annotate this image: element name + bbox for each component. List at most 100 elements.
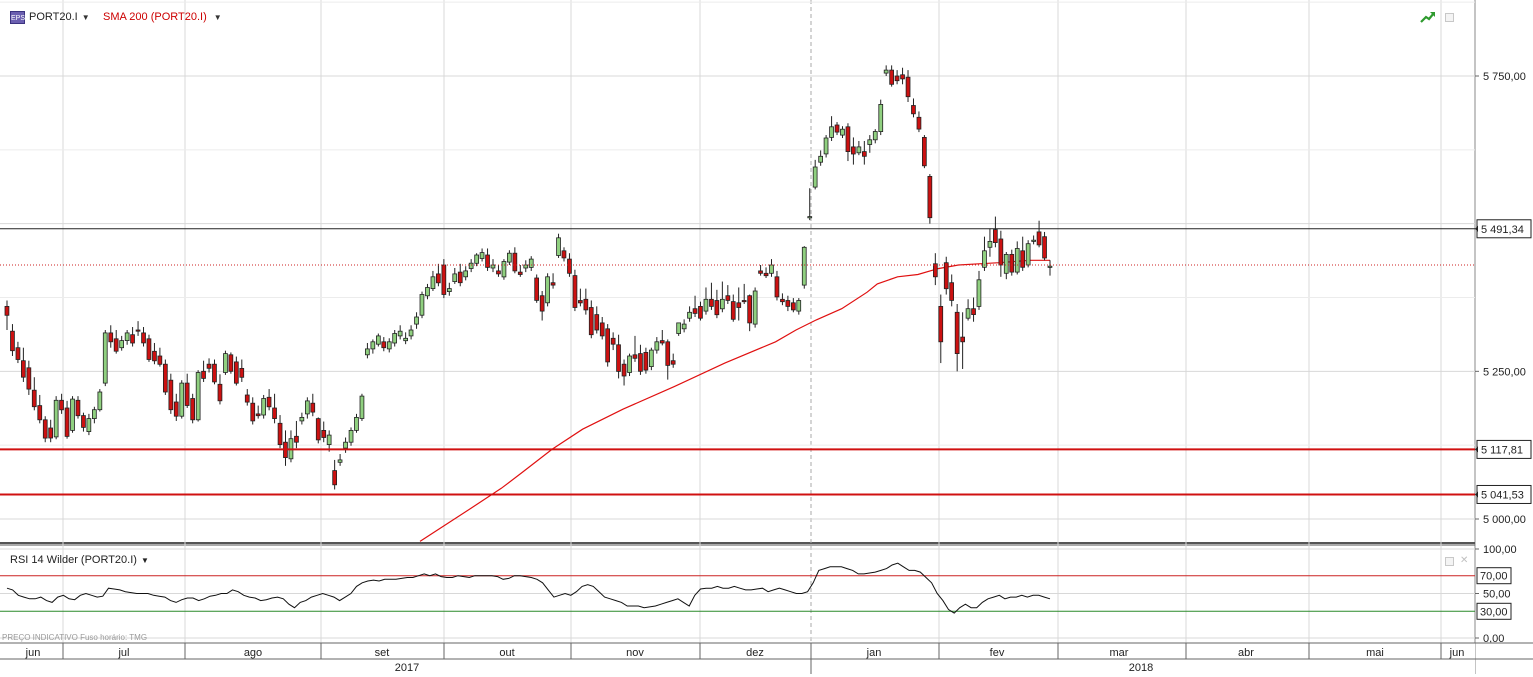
candle: [687, 306, 692, 322]
rsi-tick-label: 100,00: [1483, 544, 1517, 556]
candle-body: [441, 264, 447, 295]
candle: [217, 374, 223, 405]
candle: [512, 247, 518, 274]
candle-body: [539, 295, 545, 312]
indicator-selector[interactable]: SMA 200 (PORT20.I) ▼: [103, 9, 222, 25]
candle: [15, 341, 21, 364]
window-button-icon[interactable]: [1445, 557, 1454, 566]
candle-body: [206, 363, 212, 369]
candle-body: [665, 341, 671, 366]
candle-body: [223, 353, 228, 373]
level-pointer: [1475, 446, 1478, 453]
candle-body: [949, 282, 955, 301]
candle: [889, 65, 895, 87]
candle: [845, 123, 851, 162]
candle-body: [179, 382, 185, 417]
candle: [523, 260, 529, 273]
close-icon[interactable]: ✕: [1460, 555, 1469, 566]
symbol-selector[interactable]: EPS PORT20.I ▼: [10, 9, 90, 25]
rsi-tick-label: 50,00: [1483, 589, 1511, 601]
candle-body: [102, 332, 108, 384]
candle: [201, 360, 206, 382]
candle: [354, 413, 359, 433]
candle-body: [501, 261, 507, 278]
candle: [26, 360, 32, 395]
candle: [157, 347, 163, 367]
rsi-level-label: 30,00: [1480, 606, 1508, 618]
candle-body: [752, 290, 758, 325]
candle: [1042, 231, 1047, 261]
candle-body: [37, 405, 43, 421]
candle-body: [894, 75, 900, 82]
y-tick-label: 5 250,00: [1483, 366, 1526, 378]
candle: [152, 342, 157, 365]
candle-body: [862, 151, 867, 157]
candle-body: [277, 422, 283, 445]
candle: [692, 295, 698, 317]
candle: [250, 397, 256, 425]
candle-body: [162, 363, 168, 393]
candle-body: [780, 298, 785, 303]
candle-body: [370, 341, 376, 350]
chevron-down-icon[interactable]: ▼: [140, 555, 149, 565]
candle: [168, 373, 174, 414]
candle-body: [703, 298, 709, 312]
rsi-selector[interactable]: RSI 14 Wilder (PORT20.I) ▼: [10, 554, 149, 566]
candle: [599, 316, 605, 340]
candle: [414, 312, 419, 329]
candle: [709, 282, 714, 310]
candle-body: [152, 350, 157, 362]
candle-body: [119, 340, 124, 349]
candle-body: [720, 298, 725, 310]
candle-body: [987, 240, 993, 248]
candle-body: [709, 298, 714, 307]
candle-body: [42, 419, 48, 439]
candle-body: [364, 348, 370, 356]
trend-icon[interactable]: [1420, 10, 1436, 24]
candle: [763, 267, 769, 279]
candle: [370, 339, 376, 354]
candle-body: [452, 273, 458, 282]
candle: [332, 459, 338, 490]
candle: [834, 122, 840, 136]
candle-body: [92, 409, 97, 420]
candle-body: [81, 415, 86, 428]
candle: [872, 129, 878, 144]
candle-body: [414, 316, 419, 325]
candle: [228, 352, 234, 374]
level-label: 5 041,53: [1481, 489, 1524, 501]
candle: [81, 412, 86, 432]
candle: [752, 287, 758, 328]
candle-body: [294, 435, 299, 443]
chevron-down-icon[interactable]: ▼: [81, 12, 90, 22]
candle: [594, 306, 600, 334]
candle-body: [605, 328, 611, 363]
candle-body: [332, 470, 338, 486]
candle-body: [468, 262, 474, 269]
window-button-icon[interactable]: [1445, 13, 1454, 22]
candle-body: [676, 322, 682, 334]
candle: [785, 295, 791, 312]
chevron-down-icon[interactable]: ▼: [213, 12, 222, 22]
rsi-level-box: [1476, 567, 1512, 585]
candle: [244, 389, 250, 406]
candle: [113, 329, 119, 354]
candle-body: [736, 302, 742, 308]
candle: [823, 135, 829, 158]
candle: [321, 421, 327, 443]
candle-body: [408, 329, 414, 337]
candle-body: [621, 363, 627, 377]
candle-body: [659, 340, 665, 344]
candle-body: [1025, 243, 1031, 266]
candle-body: [818, 155, 824, 163]
candle: [976, 270, 982, 310]
candle: [714, 289, 720, 319]
candle-body: [53, 399, 59, 438]
candle-body: [1003, 253, 1009, 274]
candle: [10, 324, 15, 356]
candle-body: [561, 250, 567, 259]
candle: [162, 359, 168, 395]
candle-body: [446, 288, 452, 293]
candle-body: [692, 308, 698, 314]
